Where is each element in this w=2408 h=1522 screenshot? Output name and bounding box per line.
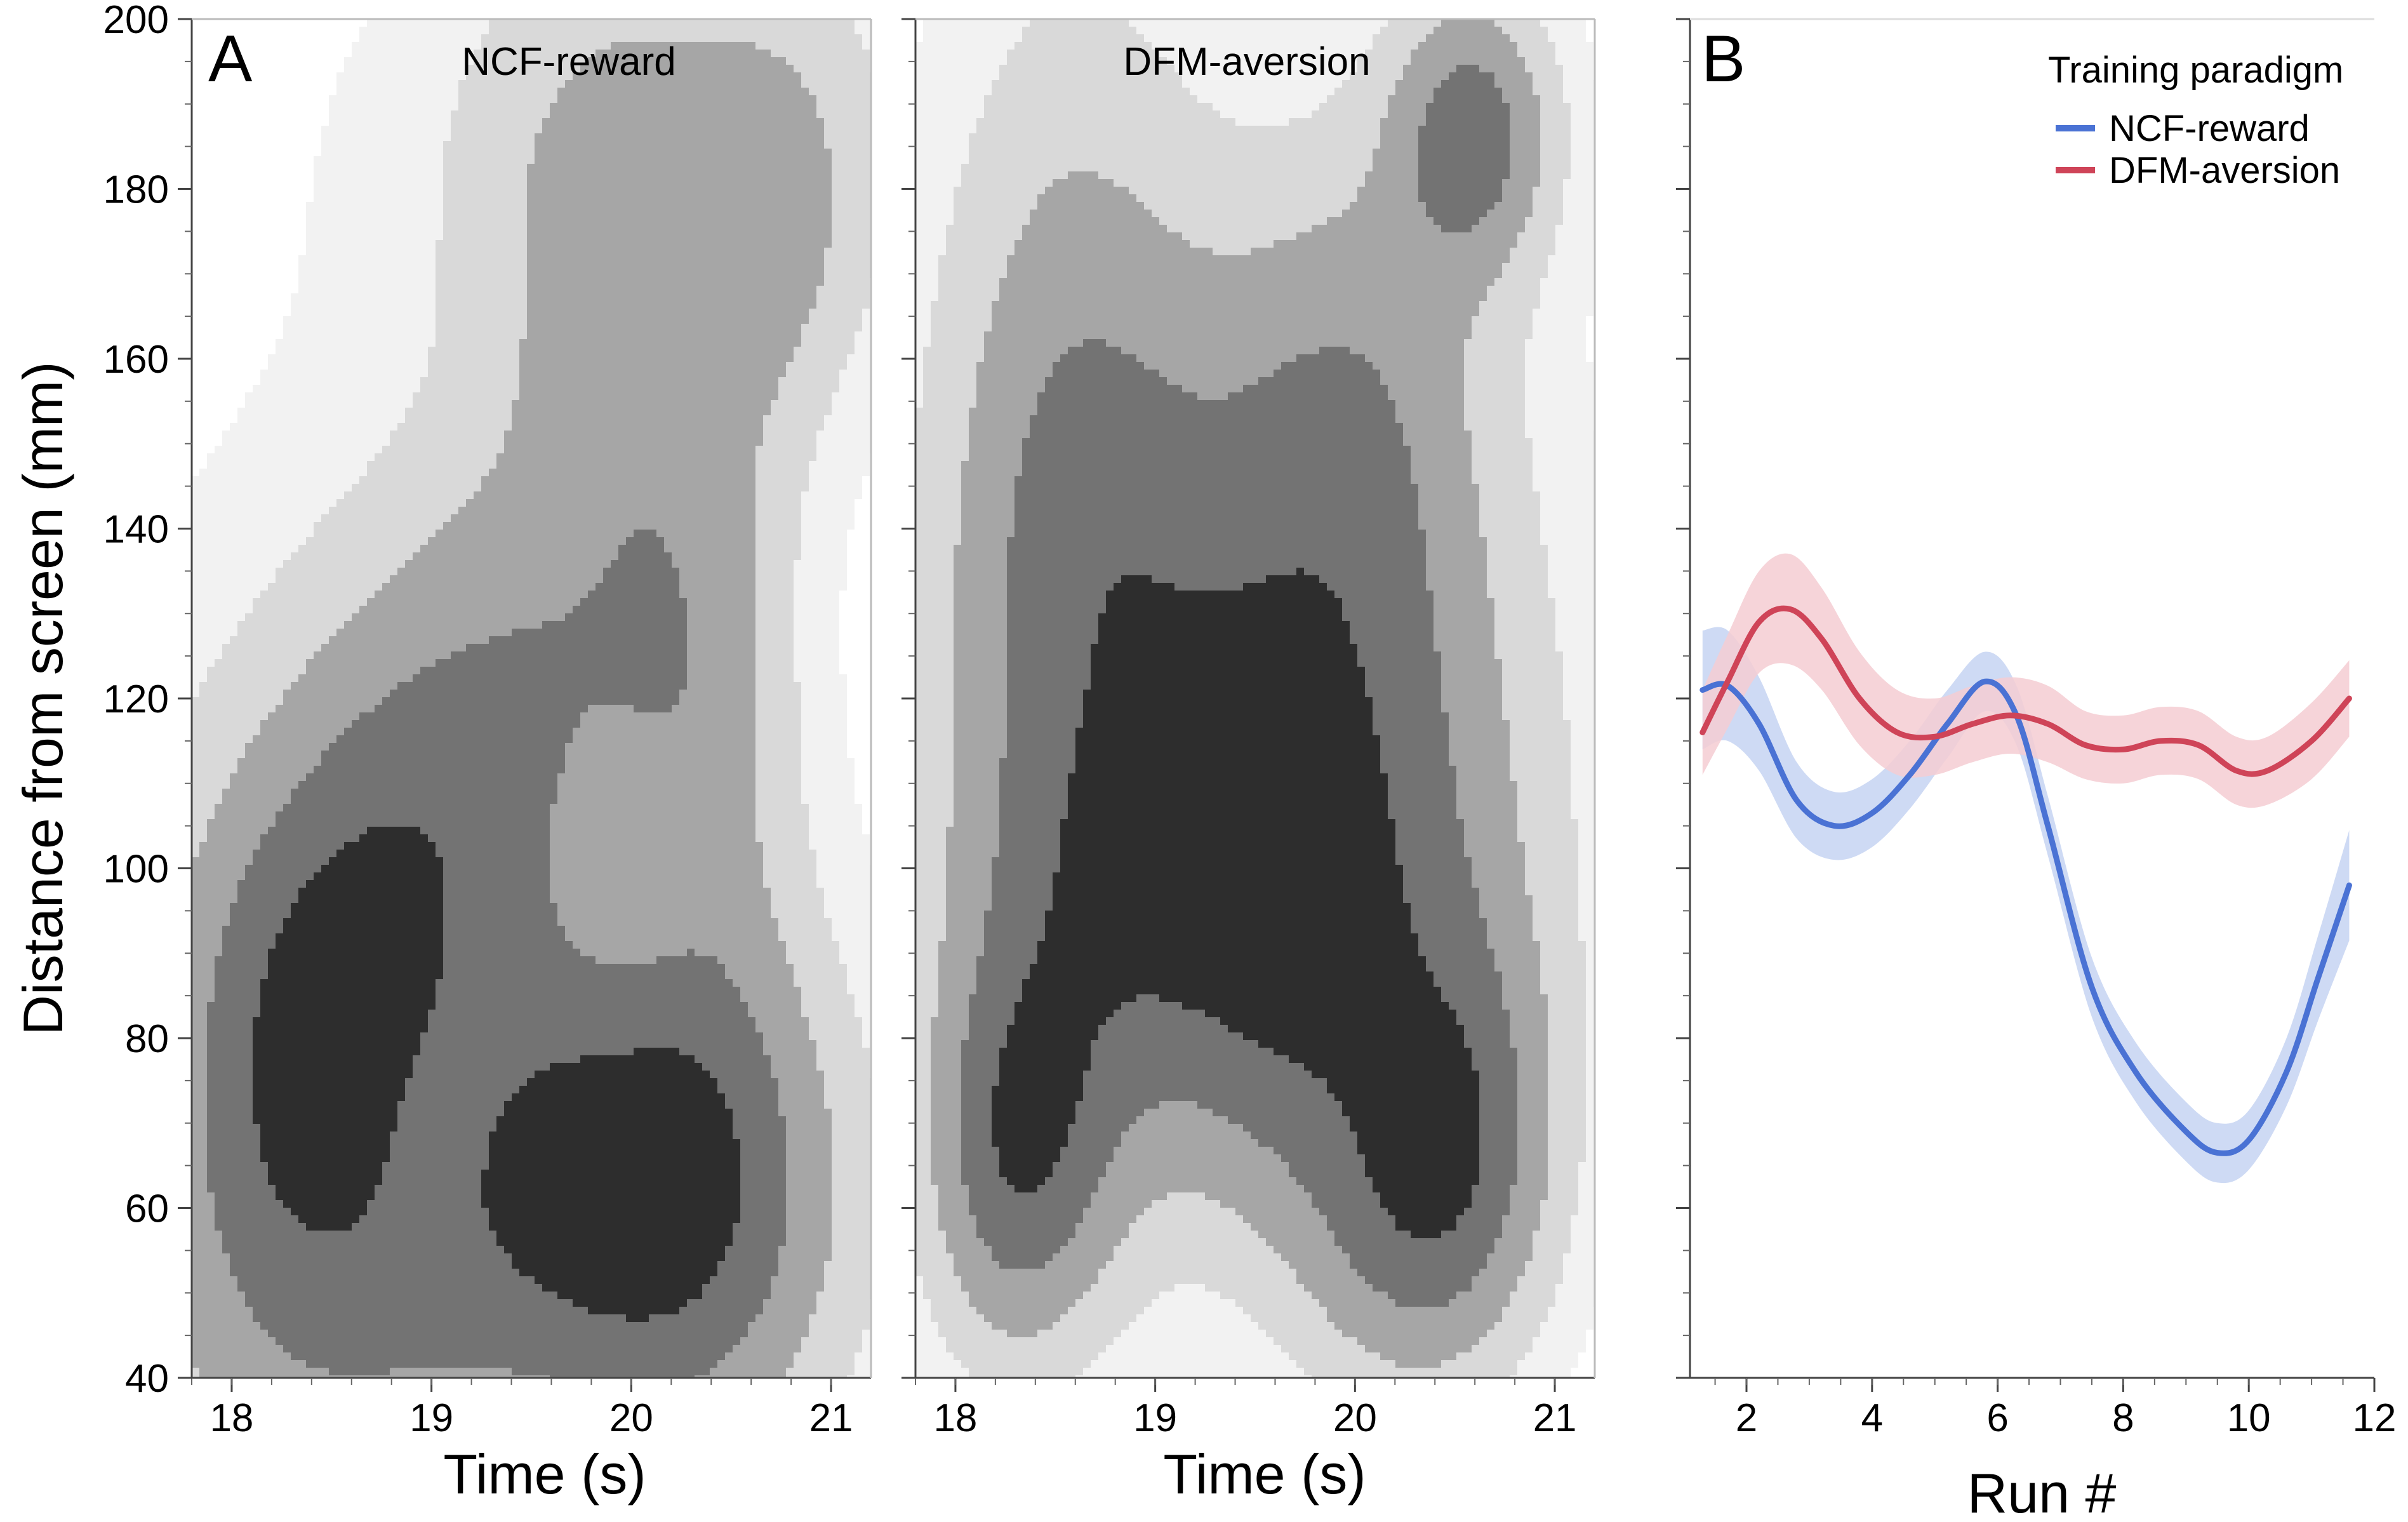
y-tick-label: 140 [103,508,169,552]
legend-label-ncf: NCF-reward [2109,108,2310,149]
panel-letter-b: B [1701,22,1745,96]
line-plot-area [1700,553,2352,1184]
legend-label-dfm: DFM-aversion [2109,150,2340,191]
x-tick-label: 18 [933,1396,977,1440]
y-tick-label: 200 [103,0,169,42]
y-tick-label: 80 [125,1017,169,1061]
x-tick-label: 4 [1861,1396,1883,1440]
x-tick-label: 8 [2112,1396,2134,1440]
density-level-5 [253,827,740,1322]
y-tick-label: 100 [103,848,169,891]
density-level-4 [961,65,1517,1307]
panel-a-left: 18 19 20 21 40 60 80 100 120 140 160 180 200 A NCF-r… [11,0,872,1505]
x-tick-label: 19 [1133,1396,1177,1440]
x-tick-label: 21 [1533,1396,1577,1440]
x-tick-label: 20 [1333,1396,1377,1440]
x-tick-label: 18 [210,1396,253,1440]
density-contours-dfm [915,19,1595,1378]
x-tick-label: 2 [1736,1396,1757,1440]
density-level-3 [192,42,832,1378]
density-level-1 [192,19,871,1378]
x-tick-label: 6 [1986,1396,2008,1440]
panel-a-left-axes: 18 19 20 21 40 60 80 100 120 140 160 180 200 [103,0,872,1440]
y-tick-label: 40 [125,1357,169,1401]
density-contours-ncf [192,19,871,1378]
x-tick-label: 21 [809,1396,853,1440]
density-level-4 [207,530,786,1378]
density-level-5 [992,568,1479,1238]
x-tick-label: 10 [2227,1396,2271,1440]
panel-a-right: 18 19 20 21 DFM-aversion Time (s) [901,18,1596,1505]
y-tick-label: 120 [103,678,169,721]
y-tick-label: 60 [125,1187,169,1231]
x-tick-label: 19 [409,1396,453,1440]
y-tick-label: 160 [103,338,169,382]
panel-letter-a: A [208,22,253,96]
density-level-2 [915,19,1586,1378]
panel-title-dfm-aversion: DFM-aversion [1123,40,1370,84]
panel-title-ncf-reward: NCF-reward [462,40,676,84]
series-line-dfm-aversion [1700,605,2352,777]
density-level-3 [931,19,1548,1368]
legend-title: Training paradigm [2048,50,2343,91]
x-axis-title-run: Run # [1967,1462,2117,1522]
legend: Training paradigm NCF-reward DFM-aversio… [2048,50,2343,191]
y-axis-title: Distance from screen (mm) [11,361,74,1035]
panel-b: 2 4 6 8 10 12 B Run # Training paradigm NCF-r… [1676,18,2397,1522]
x-tick-label: 20 [609,1396,653,1440]
y-tick-label: 180 [103,168,169,212]
panel-a-right-axes: 18 19 20 21 [901,18,1596,1440]
series-line-ncf-reward [1700,678,2352,1156]
x-axis-title-right: Time (s) [1163,1443,1366,1505]
x-tick-label: 12 [2353,1396,2397,1440]
x-axis-title-left: Time (s) [443,1443,646,1505]
panel-b-axes: 2 4 6 8 10 12 [1676,18,2397,1440]
